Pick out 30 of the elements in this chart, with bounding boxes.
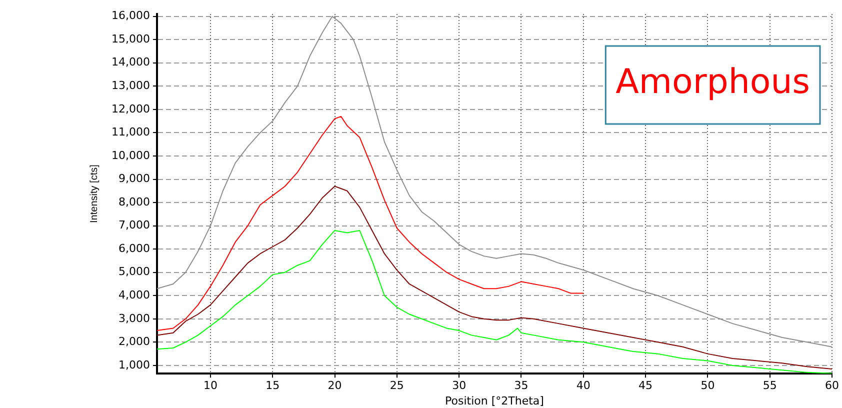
x-tick-label: 45 — [638, 379, 653, 392]
x-tick-label: 35 — [514, 379, 528, 392]
x-tick-label: 55 — [762, 379, 777, 392]
x-axis-title: Position [°2Theta] — [445, 394, 544, 408]
y-tick-label: 4,000 — [118, 288, 150, 302]
y-tick-label: 3,000 — [118, 312, 150, 325]
y-tick-label: 9,000 — [118, 172, 150, 186]
x-tick-label: 50 — [700, 379, 715, 392]
x-tick-label: 10 — [203, 379, 218, 392]
y-tick-label: 15,000 — [112, 32, 150, 46]
y-tick-label: 12,000 — [112, 102, 150, 116]
x-tick-label: 60 — [825, 379, 839, 392]
y-tick-label: 16,000 — [112, 9, 150, 22]
y-tick-label: 1,000 — [118, 358, 150, 372]
x-tick-label: 40 — [576, 379, 590, 392]
x-tick-label: 30 — [452, 379, 466, 392]
y-tick-label: 10,000 — [112, 148, 150, 162]
y-tick-label: 14,000 — [112, 56, 150, 69]
annotation: Amorphous — [616, 62, 810, 102]
y-tick-label: 8,000 — [118, 195, 150, 208]
y-tick-label: 11,000 — [112, 126, 150, 139]
y-tick-label: 2,000 — [118, 335, 150, 348]
x-tick-label: 25 — [390, 379, 404, 392]
x-tick-label: 15 — [266, 379, 280, 392]
y-tick-label: 7,000 — [118, 218, 150, 232]
y-tick-label: 6,000 — [118, 242, 150, 255]
y-tick-label: 5,000 — [118, 265, 150, 278]
y-tick-label: 13,000 — [112, 79, 150, 92]
y-axis-title: Intensity [cts] — [88, 164, 100, 223]
x-tick-label: 20 — [328, 379, 342, 392]
